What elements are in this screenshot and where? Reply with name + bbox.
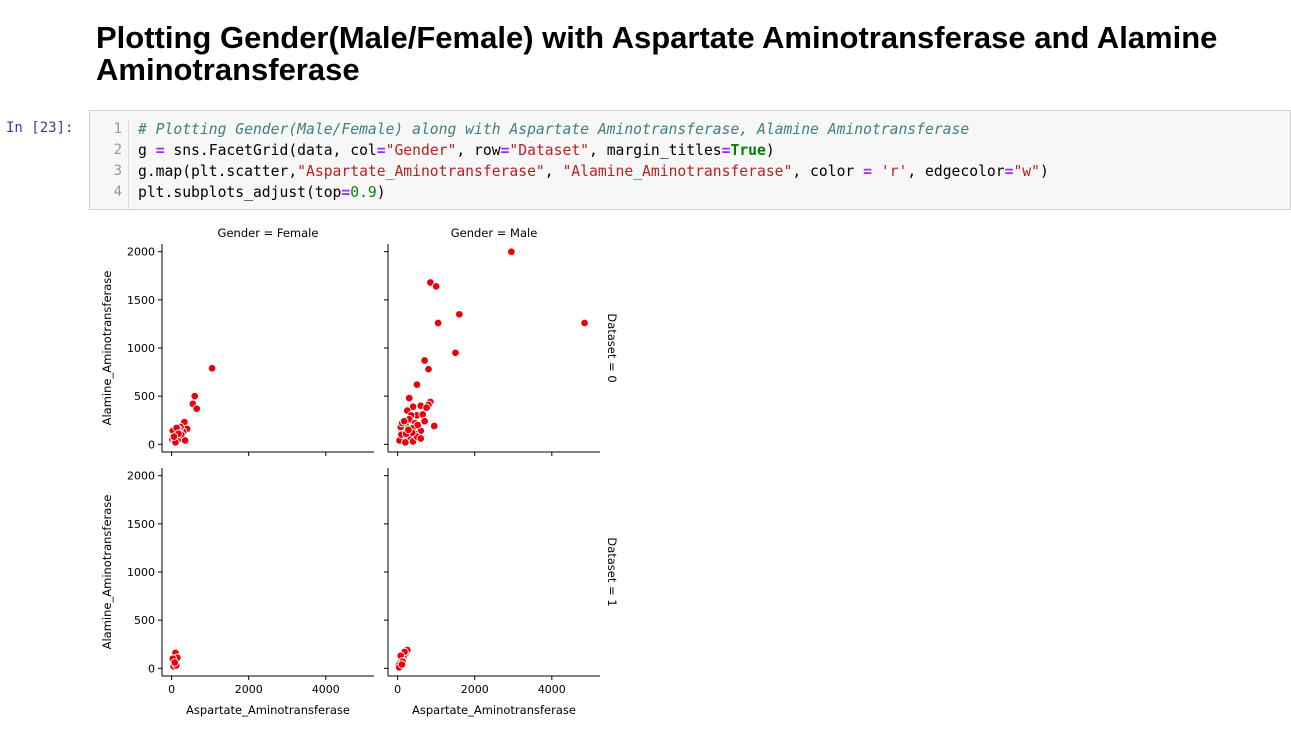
facet-col-title: Gender = Female	[218, 226, 319, 240]
code-token: )	[376, 184, 386, 201]
scatter-point	[433, 318, 443, 328]
code-token: "Alamine_Aminotransferase"	[562, 163, 793, 180]
scatter-point	[169, 432, 179, 441]
y-tick-label: 1000	[127, 342, 155, 355]
scatter-point	[207, 363, 217, 373]
scatter-point	[404, 393, 414, 403]
x-tick-label: 2000	[461, 683, 489, 696]
y-tick-label: 500	[134, 390, 155, 403]
code-token: =	[500, 142, 510, 159]
code-token: "Gender"	[385, 142, 457, 159]
scatter-point	[399, 416, 409, 426]
facet-row-title: Dataset = 0	[605, 313, 619, 382]
y-tick-label: 2000	[127, 470, 155, 483]
code-token: 'r'	[880, 163, 908, 180]
line-number: 4	[113, 184, 122, 200]
code-token: )	[1040, 163, 1049, 180]
code-token	[872, 163, 881, 180]
scatter-point	[424, 364, 433, 374]
scatter-point	[507, 247, 516, 256]
code-token: plt.subplots_adjust(top	[138, 184, 342, 201]
section-heading: Plotting Gender(Male/Female) with Aspart…	[96, 20, 1218, 87]
scatter-point	[580, 318, 589, 328]
code-token: , margin_titles	[589, 142, 722, 159]
code-token: , edgecolor	[907, 163, 1005, 180]
code-token: "Aspartate_Aminotransferase"	[297, 163, 545, 180]
x-tick-label: 0	[394, 683, 401, 696]
y-axis-label: Alamine_Aminotransferase	[100, 495, 114, 650]
scatter-point	[416, 434, 426, 443]
y-tick-label: 1000	[127, 566, 155, 579]
y-tick-label: 1500	[127, 518, 155, 531]
x-tick-label: 4000	[312, 683, 340, 696]
scatter-point	[455, 310, 464, 319]
code-token: "w"	[1013, 163, 1040, 180]
scatter-point	[190, 391, 200, 401]
x-axis-label: Aspartate_Aminotransferase	[186, 703, 350, 717]
y-tick-label: 0	[148, 438, 155, 451]
code-token: ,	[544, 163, 563, 180]
x-tick-label: 2000	[235, 683, 263, 696]
scatter-point	[412, 380, 422, 389]
code-token: =	[376, 142, 386, 159]
code-token: sns.FacetGrid(data, col	[164, 142, 377, 159]
code-token: True	[730, 142, 766, 159]
code-token: , color	[792, 163, 864, 180]
code-token: =	[155, 142, 165, 159]
scatter-point	[170, 658, 179, 667]
y-axis-label: Alamine_Aminotransferase	[100, 271, 114, 426]
code-token: )	[765, 142, 775, 159]
code-token: g.map(plt.scatter,	[138, 163, 298, 180]
code-line-2[interactable]: g = sns.FacetGrid(data, col="Gender", ro…	[138, 140, 775, 161]
y-tick-label: 0	[148, 662, 155, 675]
y-tick-label: 500	[134, 614, 155, 627]
scatter-point	[413, 420, 422, 430]
scatter-point	[192, 404, 201, 413]
x-tick-label: 4000	[538, 683, 566, 696]
line-number: 3	[113, 163, 122, 179]
scatter-point	[408, 402, 418, 411]
line-number: 1	[113, 121, 122, 137]
cell-prompt: In [23]:	[6, 120, 74, 136]
scatter-point	[404, 425, 413, 435]
scatter-point	[420, 356, 429, 365]
y-tick-label: 1500	[127, 294, 155, 307]
code-line-3[interactable]: g.map(plt.scatter,"Aspartate_Aminotransf…	[138, 161, 1049, 182]
facet-col-title: Gender = Male	[451, 226, 538, 240]
scatter-point	[431, 282, 441, 291]
x-tick-label: 0	[168, 683, 175, 696]
code-line-4[interactable]: plt.subplots_adjust(top=0.9)	[138, 182, 386, 203]
scatter-point	[420, 416, 429, 426]
code-token: g	[138, 142, 156, 159]
code-token: # Plotting Gender(Male/Female) along wit…	[138, 121, 970, 138]
scatter-point	[180, 436, 190, 445]
x-axis-label: Aspartate_Aminotransferase	[412, 703, 576, 717]
facet-row-title: Dataset = 1	[605, 537, 619, 606]
code-line-1[interactable]: # Plotting Gender(Male/Female) along wit…	[138, 119, 969, 140]
code-token: "Dataset"	[509, 142, 590, 159]
line-number-gutter: 1 2 3 4	[90, 119, 129, 209]
scatter-point	[401, 438, 410, 447]
code-token: =	[1004, 163, 1014, 180]
code-token: =	[721, 142, 731, 159]
facet-grid-plot: 0 500 1000 1500 2000 0 500 1000 1500 2000 0 2000 400…	[100, 226, 619, 717]
scatter-point	[451, 348, 460, 358]
scatter-point	[397, 660, 407, 669]
scatter-point	[426, 278, 435, 287]
y-tick-label: 2000	[127, 246, 155, 259]
line-number: 2	[113, 142, 122, 158]
code-token: 0.9	[350, 184, 377, 201]
scatter-point	[422, 403, 431, 412]
code-token: , row	[456, 142, 501, 159]
code-token: =	[863, 163, 872, 180]
code-cell[interactable]: 1 2 3 4 # Plotting Gender(Male/Female) a…	[89, 110, 1291, 210]
scatter-point	[430, 421, 439, 431]
code-token: =	[341, 184, 351, 201]
